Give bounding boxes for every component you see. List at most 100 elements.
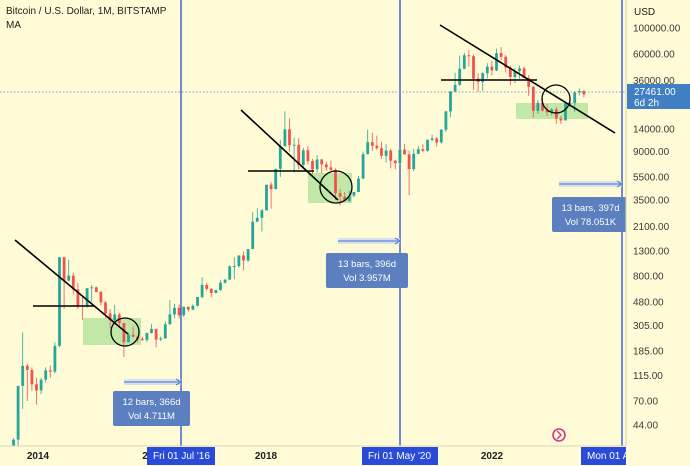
candle-body: [522, 68, 526, 79]
candle-body: [430, 138, 434, 140]
price-tick-label: 14000.00: [633, 124, 675, 135]
candle-body: [196, 297, 199, 306]
candle-body: [16, 385, 20, 440]
price-tick-label: 9000.00: [633, 147, 670, 158]
candle-body: [577, 91, 581, 93]
candle-body: [21, 365, 25, 386]
price-tick-label: 70.00: [633, 397, 658, 408]
candle-body: [545, 110, 549, 113]
time-marker-label: Mon 01 A: [587, 451, 630, 462]
candle-body: [251, 221, 255, 250]
candle-body: [467, 55, 471, 57]
candle-body: [444, 111, 448, 130]
logo-ring: [552, 428, 566, 442]
candle-body: [140, 338, 144, 340]
candle-body: [568, 103, 572, 105]
candle-body: [564, 103, 567, 121]
candle-body: [269, 184, 273, 190]
measure-bars-text: 13 bars, 397d: [561, 203, 619, 214]
tradingview-logo-icon: [552, 428, 566, 442]
candle-body: [536, 102, 540, 111]
time-marker-label: Fri 01 May '20: [368, 451, 431, 462]
candle-body: [458, 68, 462, 85]
candle-body: [375, 145, 379, 149]
price-tick-label: 36000.00: [633, 76, 675, 87]
time-tick-label: 2018: [255, 451, 278, 462]
candle-body: [122, 322, 126, 343]
candle-body: [173, 307, 176, 315]
downtrend-line-2: [240, 109, 339, 201]
candle-body: [490, 66, 494, 71]
candle-body: [177, 307, 181, 316]
measure-label-box: [113, 391, 190, 426]
measure-volume-text: Vol 3.957M: [343, 273, 391, 284]
candle-body: [504, 56, 508, 68]
candle-body: [531, 86, 535, 111]
arrow-right-icon: [616, 180, 623, 188]
candle-body: [232, 266, 236, 268]
time-tick-label: 2: [142, 451, 148, 462]
measure-label-box: [552, 197, 629, 232]
candle-body: [297, 144, 301, 166]
measurement-tools: 12 bars, 366d Vol 4.711M 13 bars, 396d Vol …: [113, 180, 629, 426]
candle-body: [186, 306, 190, 310]
candle-body: [237, 255, 241, 267]
candle-body: [62, 257, 66, 281]
candle-body: [30, 370, 34, 385]
candle-body: [301, 150, 305, 166]
logo-mark: [556, 430, 562, 440]
candle-body: [209, 288, 213, 294]
candle-body: [223, 279, 227, 283]
candle-body: [370, 142, 374, 146]
candle-body: [200, 285, 204, 298]
candle-body: [311, 161, 314, 170]
candle-body: [582, 91, 586, 95]
candle-body: [389, 150, 393, 161]
price-axis: USD 100000.00 60000.00 36000.00 14000.00 9000…: [625, 0, 690, 466]
candle-body: [159, 338, 163, 340]
candle-body: [398, 149, 402, 164]
price-tick-label: 3500.00: [633, 196, 670, 207]
candle-body: [191, 305, 195, 310]
candle-body: [435, 138, 439, 143]
candle-body: [439, 129, 443, 143]
price-axis-background: [626, 0, 690, 466]
candle-body: [453, 84, 457, 92]
candle-body: [554, 109, 558, 119]
last-price-countdown: 6d 2h: [634, 98, 659, 109]
candle-body: [265, 184, 268, 211]
candle-body: [182, 306, 186, 316]
last-price-box: [627, 84, 690, 109]
candle-body: [274, 168, 278, 190]
price-tick-label: 480.00: [633, 298, 664, 309]
time-marker-badge: [581, 447, 626, 465]
breakout-circle-3: [541, 84, 571, 114]
candle-body: [145, 333, 149, 340]
candle-body: [347, 195, 351, 202]
price-tick-label: 5500.00: [633, 172, 670, 183]
candle-body: [499, 53, 503, 57]
time-axis: 2014 2 2018 2022 Fri 01 Jul '16 Fri 01 May '2…: [0, 445, 690, 466]
candle-body: [278, 146, 282, 169]
last-price-value: 27461.00: [634, 87, 676, 98]
currency-label: USD: [634, 7, 655, 18]
candle-body: [527, 78, 531, 87]
candle-body: [495, 53, 498, 71]
candle-body: [485, 66, 489, 74]
candle-body: [320, 159, 324, 165]
candle-body: [361, 154, 365, 179]
candle-body: [108, 313, 112, 321]
candle-body: [39, 379, 43, 391]
candle-body: [163, 324, 167, 339]
time-marker-badge: [362, 447, 438, 465]
candle-body: [508, 67, 512, 78]
price-tick-label: 44.00: [633, 420, 658, 431]
candle-body: [366, 142, 370, 155]
candle-body: [127, 334, 130, 343]
candle-body: [283, 129, 287, 147]
time-marker-label: Fri 01 Jul '16: [153, 451, 210, 462]
candle-body: [205, 285, 209, 289]
price-tick-label: 115.00: [633, 371, 663, 382]
indicator-label[interactable]: MA: [6, 20, 21, 31]
